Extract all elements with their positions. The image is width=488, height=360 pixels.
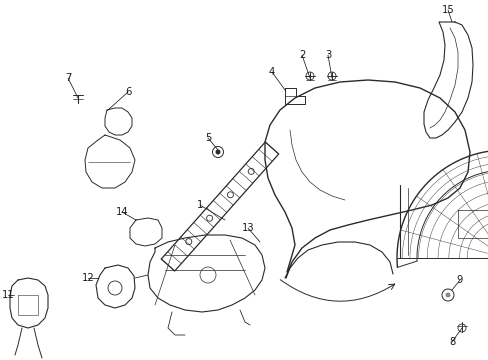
Text: 7: 7 — [65, 73, 71, 83]
Text: 2: 2 — [298, 50, 305, 60]
Text: 11: 11 — [1, 290, 14, 300]
Text: 1: 1 — [196, 200, 203, 210]
Text: 13: 13 — [241, 223, 254, 233]
Text: 15: 15 — [441, 5, 453, 15]
Text: 8: 8 — [448, 337, 454, 347]
Text: 14: 14 — [116, 207, 128, 217]
Text: 6: 6 — [124, 87, 131, 97]
Text: 4: 4 — [268, 67, 275, 77]
Circle shape — [445, 292, 449, 297]
Text: 9: 9 — [456, 275, 462, 285]
Text: 5: 5 — [204, 133, 211, 143]
Text: 12: 12 — [81, 273, 94, 283]
Text: 3: 3 — [324, 50, 330, 60]
Circle shape — [215, 149, 220, 154]
